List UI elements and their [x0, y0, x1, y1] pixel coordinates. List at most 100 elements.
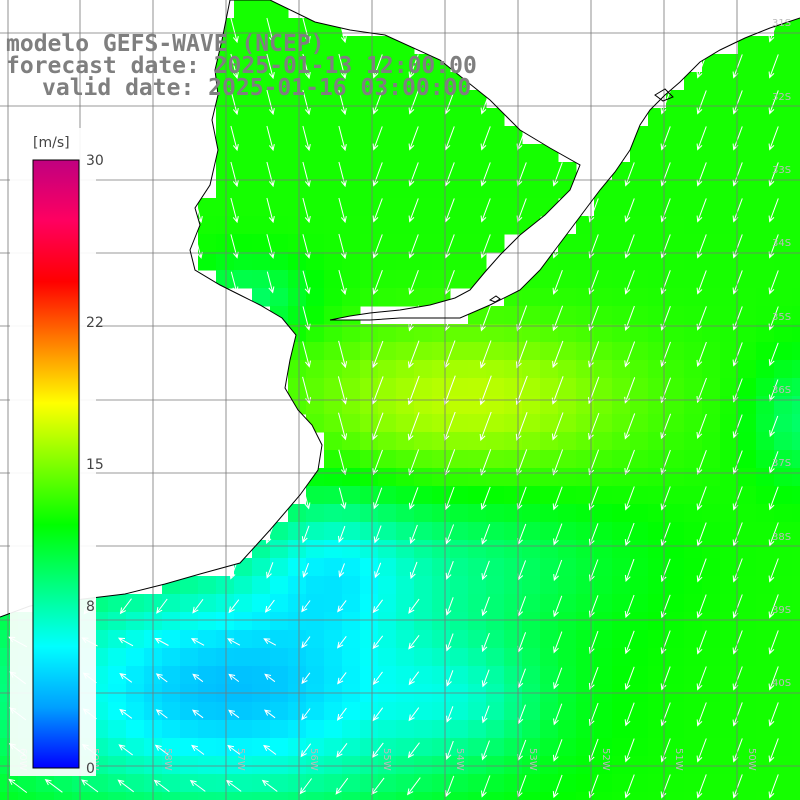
wind-cell: [648, 702, 667, 721]
wind-cell: [684, 738, 703, 757]
wind-cell: [630, 270, 649, 289]
wind-arrow: [338, 233, 347, 260]
wind-cell: [252, 144, 271, 163]
wind-cell: [360, 180, 379, 199]
wind-cell: [288, 666, 307, 685]
wind-cell: [342, 720, 361, 739]
wind-cell: [702, 702, 721, 721]
wind-cell: [774, 162, 793, 181]
wind-cell: [468, 648, 487, 667]
wind-arrow: [300, 743, 312, 758]
wind-cell: [396, 90, 415, 109]
wind-arrow: [302, 125, 311, 152]
wind-cell: [342, 738, 361, 757]
wind-cell: [306, 378, 325, 397]
wind-cell: [576, 252, 595, 271]
wind-cell: [756, 576, 775, 595]
wind-arrow: [374, 562, 382, 579]
wind-cell: [432, 252, 451, 271]
wind-cell: [288, 126, 307, 145]
wind-cell: [702, 72, 721, 91]
wind-cell: [306, 666, 325, 685]
wind-cell: [486, 774, 505, 793]
wind-cell: [306, 792, 325, 800]
wind-cell: [198, 648, 217, 667]
wind-cell: [270, 756, 289, 775]
wind-cell: [684, 702, 703, 721]
wind-arrow: [338, 525, 346, 543]
latitude-label: 37S: [772, 458, 791, 469]
wind-cell: [666, 468, 685, 487]
wind-cell: [576, 468, 595, 487]
wind-cell: [486, 702, 505, 721]
wind-arrow: [302, 17, 311, 44]
wind-cell: [180, 738, 199, 757]
wind-arrow: [407, 412, 420, 441]
wind-cell: [756, 558, 775, 577]
wind-cell: [702, 720, 721, 739]
wind-cell: [738, 288, 757, 307]
wind-cell: [306, 270, 325, 289]
wind-cell: [774, 270, 793, 289]
wind-cell: [522, 540, 541, 559]
wind-cell: [450, 792, 469, 800]
wind-arrow: [768, 522, 779, 547]
wind-cell: [594, 522, 613, 541]
wind-cell: [270, 738, 289, 757]
wind-cell: [414, 540, 433, 559]
wind-cell: [180, 648, 199, 667]
wind-cell: [306, 306, 325, 325]
wind-cell: [630, 216, 649, 235]
wind-cell: [792, 288, 800, 307]
wind-cell: [540, 162, 559, 181]
wind-cell: [792, 342, 800, 361]
wind-cell: [450, 774, 469, 793]
wind-arrow: [696, 450, 707, 475]
wind-cell: [432, 378, 451, 397]
wind-arrow: [768, 774, 779, 799]
wind-cell: [594, 198, 613, 217]
wind-cell: [432, 486, 451, 505]
wind-cell: [288, 360, 307, 379]
wind-cell: [630, 414, 649, 433]
wind-cell: [774, 738, 793, 757]
wind-cell: [450, 648, 469, 667]
wind-cell: [594, 306, 613, 325]
wind-cell: [558, 540, 577, 559]
wind-cell: [108, 612, 127, 631]
wind-arrow: [230, 197, 239, 224]
wind-cell: [468, 612, 487, 631]
wind-cell: [504, 324, 523, 343]
wind-arrow: [624, 558, 635, 582]
wind-cell: [684, 666, 703, 685]
wind-arrow: [624, 234, 635, 259]
wind-cell: [756, 126, 775, 145]
wind-cell: [342, 594, 361, 613]
wind-cell: [342, 342, 361, 361]
wind-cell: [684, 486, 703, 505]
wind-cell: [486, 432, 505, 451]
wind-arrow: [372, 340, 384, 369]
wind-cell: [342, 414, 361, 433]
longitude-label: 55W: [381, 748, 392, 771]
wind-cell: [306, 342, 325, 361]
wind-cell: [630, 180, 649, 199]
wind-arrow: [301, 708, 311, 721]
wind-cell: [342, 36, 361, 55]
wind-cell: [468, 774, 487, 793]
wind-cell: [468, 198, 487, 217]
wind-cell: [414, 180, 433, 199]
wind-arrow: [660, 198, 671, 223]
wind-cell: [234, 72, 253, 91]
wind-cell: [432, 774, 451, 793]
wind-cell: [630, 648, 649, 667]
wind-cell: [306, 252, 325, 271]
wind-cell: [108, 792, 127, 800]
wind-cell: [468, 468, 487, 487]
wind-cell: [432, 450, 451, 469]
wind-cell: [684, 468, 703, 487]
wind-cell: [720, 792, 739, 800]
wind-cell: [288, 288, 307, 307]
wind-arrow: [408, 54, 419, 79]
wind-cell: [450, 162, 469, 181]
